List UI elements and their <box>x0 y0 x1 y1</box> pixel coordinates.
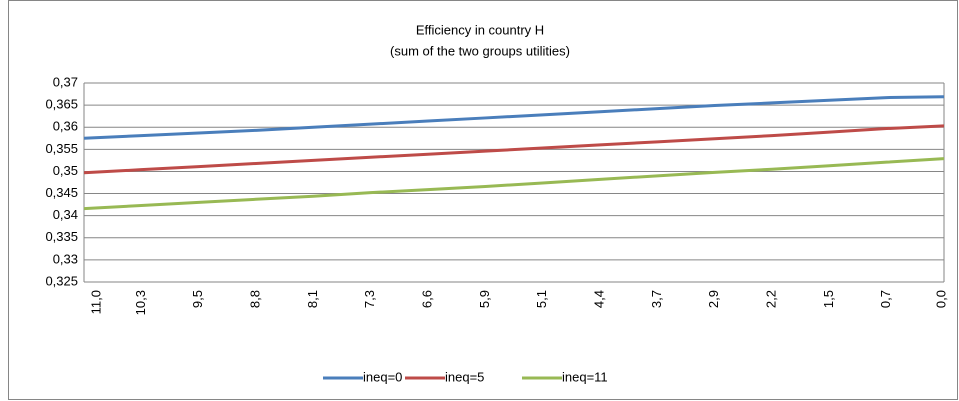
legend-label: ineq=0 <box>363 369 402 384</box>
series-line <box>83 157 945 211</box>
y-tick-label: 0,34 <box>53 207 78 222</box>
series-line <box>83 95 945 140</box>
series-line <box>83 124 945 175</box>
x-tick-label: 10,3 <box>133 290 148 315</box>
y-tick-label: 0,335 <box>45 229 78 244</box>
legend-label: ineq=5 <box>445 369 484 384</box>
x-tick-label: 9,5 <box>190 290 205 308</box>
x-tick-label: 7,3 <box>362 290 377 308</box>
x-tick-label: 8,1 <box>305 290 320 308</box>
x-tick-label: 2,9 <box>706 290 721 308</box>
y-tick-label: 0,345 <box>45 185 78 200</box>
x-tick-label: 3,7 <box>649 290 664 308</box>
y-tick-label: 0,33 <box>53 251 78 266</box>
x-tick-label: 5,9 <box>477 290 492 308</box>
x-tick-label: 4,4 <box>591 290 606 308</box>
legend-label: ineq=11 <box>562 369 608 384</box>
x-tick-label: 2,2 <box>763 290 778 308</box>
y-tick-label: 0,37 <box>53 74 78 89</box>
x-tick-label: 1,5 <box>821 290 836 308</box>
y-tick-label: 0,35 <box>53 163 78 178</box>
y-tick-label: 0,365 <box>45 97 78 112</box>
x-tick-label: 11,0 <box>88 290 103 314</box>
chart-frame <box>8 0 958 400</box>
chart-title: Efficiency in country H <box>416 22 544 37</box>
y-tick-label: 0,355 <box>45 141 78 156</box>
x-tick-label: 0,7 <box>878 290 893 308</box>
y-tick-label: 0,36 <box>53 119 78 134</box>
y-tick-label: 0,325 <box>45 273 78 288</box>
x-tick-label: 0,0 <box>933 290 948 308</box>
x-tick-label: 8,8 <box>247 290 262 308</box>
x-tick-label: 6,6 <box>419 290 434 308</box>
chart-subtitle: (sum of the two groups utilities) <box>390 43 570 58</box>
x-tick-label: 5,1 <box>534 290 549 308</box>
